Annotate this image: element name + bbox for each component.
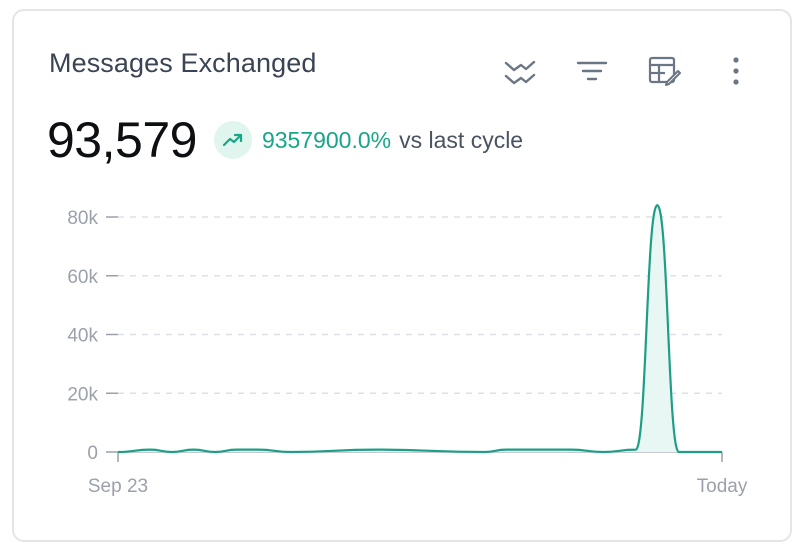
y-tick-label: 40k xyxy=(67,326,98,347)
x-tick-label-start: Sep 23 xyxy=(88,476,148,497)
y-tick-label: 20k xyxy=(67,384,98,405)
series-area xyxy=(118,205,722,452)
compare-icon xyxy=(504,60,536,85)
filter-button[interactable] xyxy=(564,51,620,91)
change-suffix: vs last cycle xyxy=(399,126,524,153)
filter-icon xyxy=(576,61,608,81)
y-tick-label: 80k xyxy=(67,208,98,229)
more-vertical-icon xyxy=(733,57,739,85)
trending-up-icon xyxy=(222,133,243,147)
x-tick-label-end: Today xyxy=(697,476,748,497)
messages-area-chart: 0 20k 40k 60k 80k Sep 23 Today xyxy=(67,204,748,497)
change-percent: 9357900.0% xyxy=(261,126,392,153)
trend-badge xyxy=(213,121,252,159)
y-tick-label: 0 xyxy=(87,443,98,464)
metric-row: 93,579 9357900.0% vs last cycle xyxy=(47,111,523,169)
edit-table-button[interactable] xyxy=(636,51,692,91)
y-tick-label: 60k xyxy=(67,267,98,288)
card-toolbar xyxy=(492,51,780,91)
edit-table-icon xyxy=(648,56,681,86)
compare-button[interactable] xyxy=(492,51,548,91)
messages-exchanged-card: Messages Exchanged xyxy=(12,9,792,542)
card-title: Messages Exchanged xyxy=(49,48,317,78)
series-line xyxy=(117,204,722,454)
more-options-button[interactable] xyxy=(708,51,764,91)
metric-value: 93,579 xyxy=(47,112,197,168)
